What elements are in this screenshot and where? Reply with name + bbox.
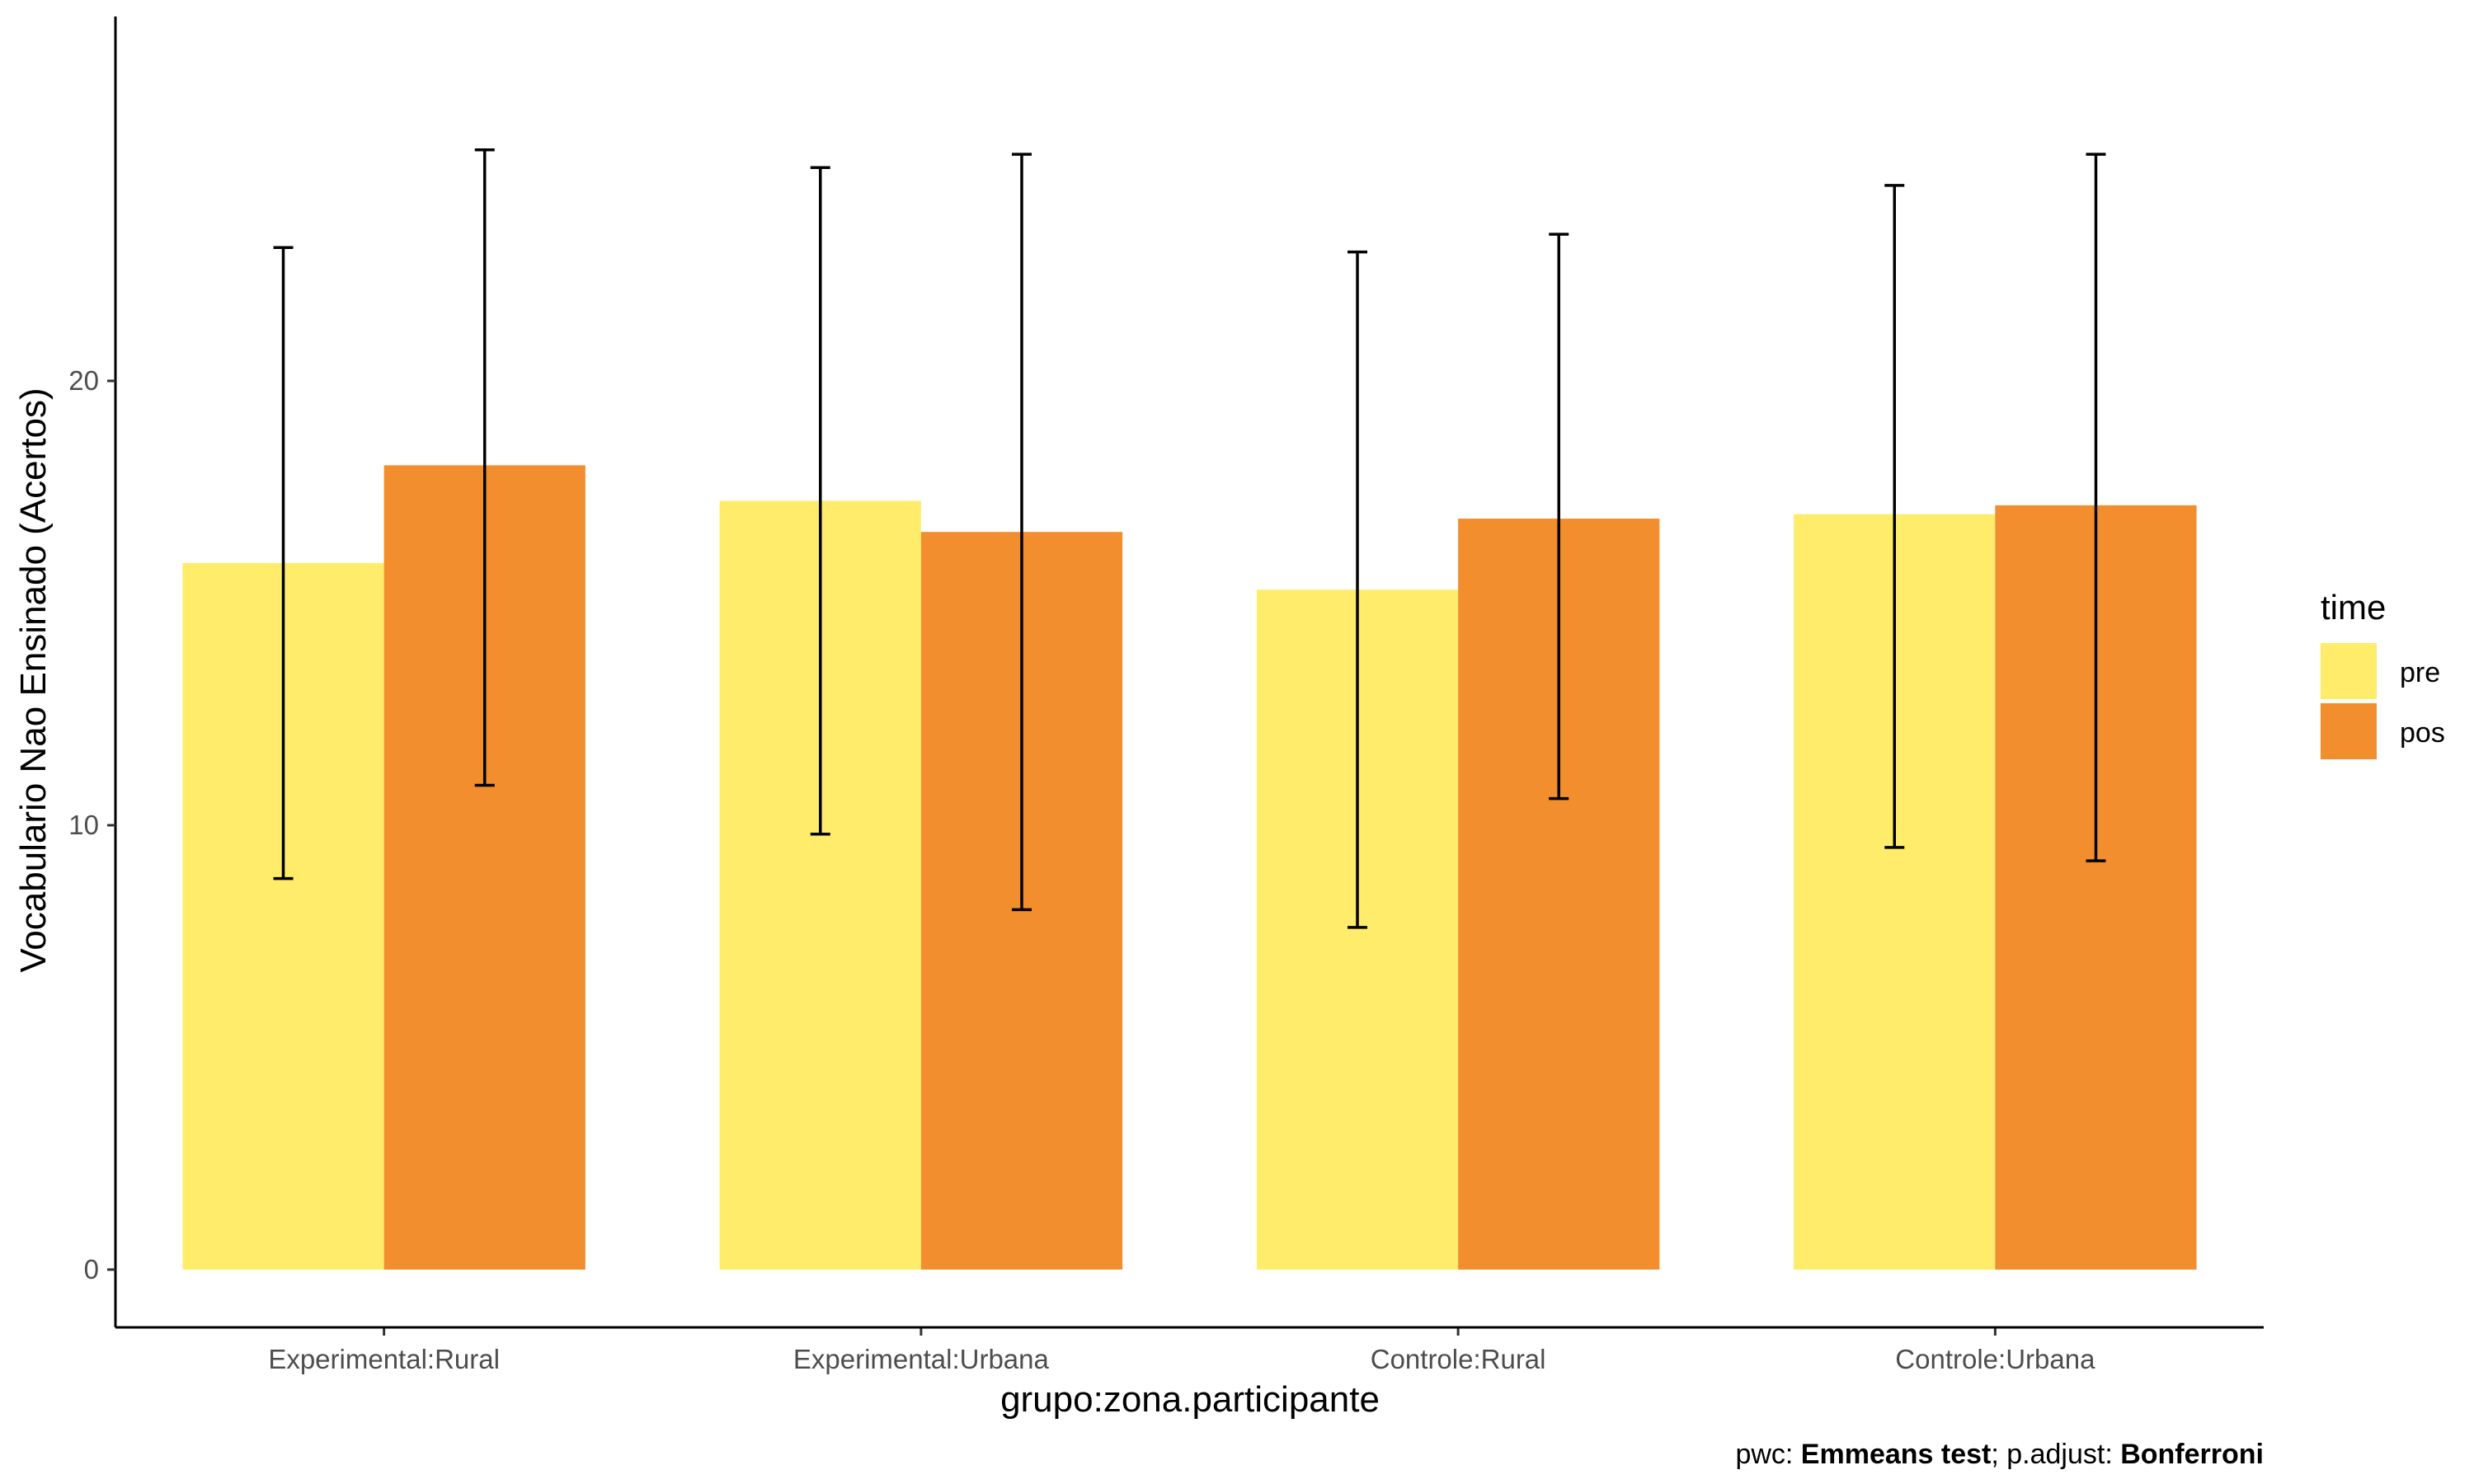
y-tick-label-2: 20 — [68, 365, 99, 396]
caption-pwc-label: pwc: — [1735, 1439, 1800, 1470]
legend-label-pre: pre — [2400, 657, 2440, 688]
axes-layer: Experimental:Rural Experimental:Urbana Con… — [68, 16, 2264, 1374]
x-tick-label-2: Controle:Rural — [1371, 1344, 1546, 1374]
caption: pwc: Emmeans test; p.adjust: Bonferroni — [1735, 1439, 2264, 1470]
caption-separator: ; p.adjust: — [1991, 1439, 2120, 1470]
legend-label-pos: pos — [2400, 717, 2445, 749]
caption-adjust-value: Bonferroni — [2120, 1439, 2264, 1470]
legend-title: time — [2321, 588, 2386, 627]
x-axis-title: grupo:zona.participante — [1000, 1379, 1380, 1420]
y-axis-title: Vocabulario Nao Ensinado (Acertos) — [13, 387, 54, 972]
legend: time pre pos — [2321, 588, 2445, 759]
x-tick-label-0: Experimental:Rural — [268, 1344, 500, 1374]
x-tick-label-1: Experimental:Urbana — [793, 1344, 1050, 1374]
caption-pwc-value: Emmeans test — [1801, 1439, 1992, 1470]
x-tick-label-3: Controle:Urbana — [1895, 1344, 2095, 1374]
errorbars-layer — [273, 148, 2106, 929]
legend-swatch-pre — [2321, 643, 2377, 699]
y-tick-label-0: 0 — [84, 1254, 99, 1284]
legend-swatch-pos — [2321, 703, 2377, 759]
y-tick-label-1: 10 — [68, 810, 99, 840]
